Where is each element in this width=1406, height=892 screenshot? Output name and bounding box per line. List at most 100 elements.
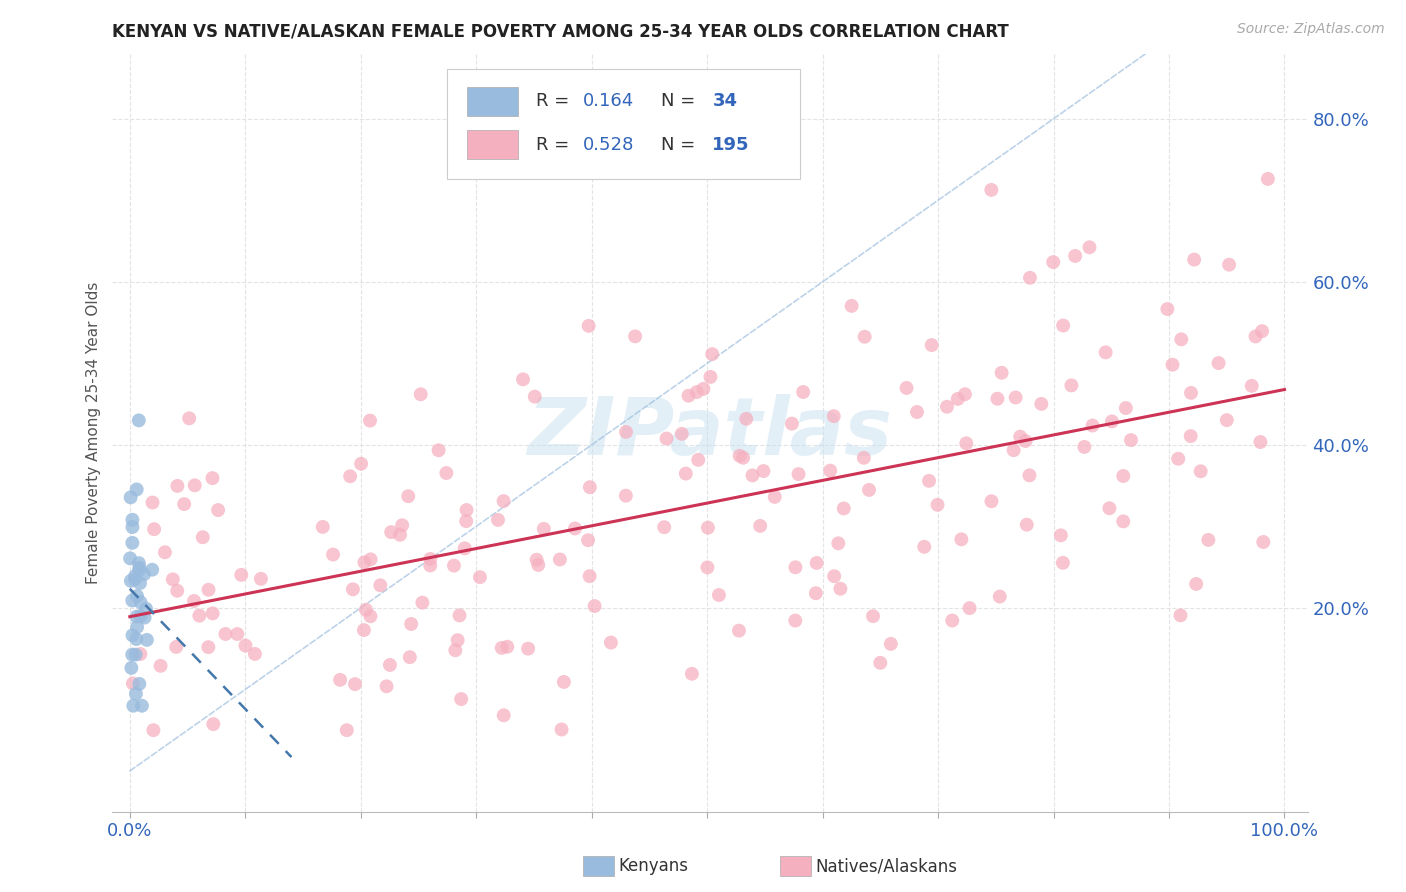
Point [1073, 440, 1095, 454]
Text: 0.528: 0.528 [583, 136, 634, 153]
Point [936, 400, 959, 414]
Point [1249, 435, 1271, 450]
Point [752, 464, 775, 478]
Point [927, 498, 949, 512]
Text: 195: 195 [713, 136, 749, 153]
Point [823, 569, 845, 583]
Point [804, 586, 827, 600]
Point [780, 417, 803, 431]
Point [120, 574, 142, 588]
Point [1064, 249, 1087, 263]
Point [443, 558, 465, 573]
Point [818, 464, 841, 478]
Point [733, 450, 755, 465]
Point [749, 519, 772, 533]
Point [959, 601, 981, 615]
Point [166, 583, 188, 598]
Point [950, 533, 973, 547]
Point [125, 687, 148, 701]
Point [409, 387, 432, 401]
Point [702, 347, 724, 361]
Point [905, 405, 928, 419]
Point [1010, 430, 1032, 444]
Point [125, 589, 148, 603]
Point [1161, 358, 1184, 372]
Point [214, 627, 236, 641]
FancyBboxPatch shape [447, 69, 800, 178]
Point [131, 698, 153, 713]
Point [785, 614, 807, 628]
Point [434, 466, 457, 480]
Point [578, 318, 600, 333]
Point [135, 632, 157, 647]
Point [728, 449, 751, 463]
Point [231, 567, 253, 582]
Point [454, 541, 477, 556]
Point [353, 555, 375, 569]
Point [912, 540, 935, 554]
Point [235, 639, 257, 653]
Point [1002, 443, 1025, 458]
Point [446, 633, 468, 648]
Point [359, 609, 381, 624]
Text: Kenyans: Kenyans [619, 857, 689, 875]
Point [1167, 451, 1189, 466]
Point [527, 558, 550, 572]
Point [624, 329, 647, 343]
Point [197, 640, 219, 654]
Point [350, 457, 373, 471]
Point [955, 436, 977, 450]
Point [869, 656, 891, 670]
Point [564, 521, 586, 535]
Point [1251, 324, 1274, 338]
Point [360, 552, 382, 566]
Point [671, 426, 693, 441]
Point [614, 425, 637, 439]
Point [124, 569, 146, 583]
Point [941, 614, 963, 628]
Point [129, 609, 152, 624]
Point [226, 627, 249, 641]
Text: 34: 34 [713, 92, 737, 111]
Point [1189, 464, 1212, 478]
Point [841, 299, 863, 313]
Point [990, 366, 1012, 380]
Point [1180, 429, 1202, 443]
Point [600, 635, 623, 649]
Point [125, 483, 148, 497]
Point [678, 389, 700, 403]
Point [336, 723, 359, 738]
Point [830, 582, 852, 596]
Point [1098, 501, 1121, 516]
Point [375, 679, 398, 693]
Point [197, 582, 219, 597]
Point [980, 494, 1002, 508]
Point [120, 491, 142, 505]
Point [496, 640, 519, 654]
Point [165, 640, 187, 654]
Point [468, 570, 491, 584]
Point [202, 717, 225, 731]
Text: 0.164: 0.164 [583, 92, 634, 111]
Point [806, 556, 828, 570]
Point [342, 582, 364, 597]
Point [1156, 301, 1178, 316]
Point [122, 698, 145, 713]
Point [122, 676, 145, 690]
Point [1115, 401, 1137, 415]
Point [785, 560, 807, 574]
Point [1052, 318, 1074, 333]
Point [354, 603, 377, 617]
Point [614, 489, 637, 503]
Text: R =: R = [536, 136, 575, 153]
Point [862, 609, 884, 624]
Point [686, 385, 709, 400]
Point [396, 489, 419, 503]
Point [583, 599, 606, 613]
Point [735, 412, 758, 426]
Point [120, 551, 142, 566]
Point [853, 330, 876, 344]
FancyBboxPatch shape [467, 130, 517, 159]
Point [526, 552, 548, 566]
Point [921, 338, 943, 352]
